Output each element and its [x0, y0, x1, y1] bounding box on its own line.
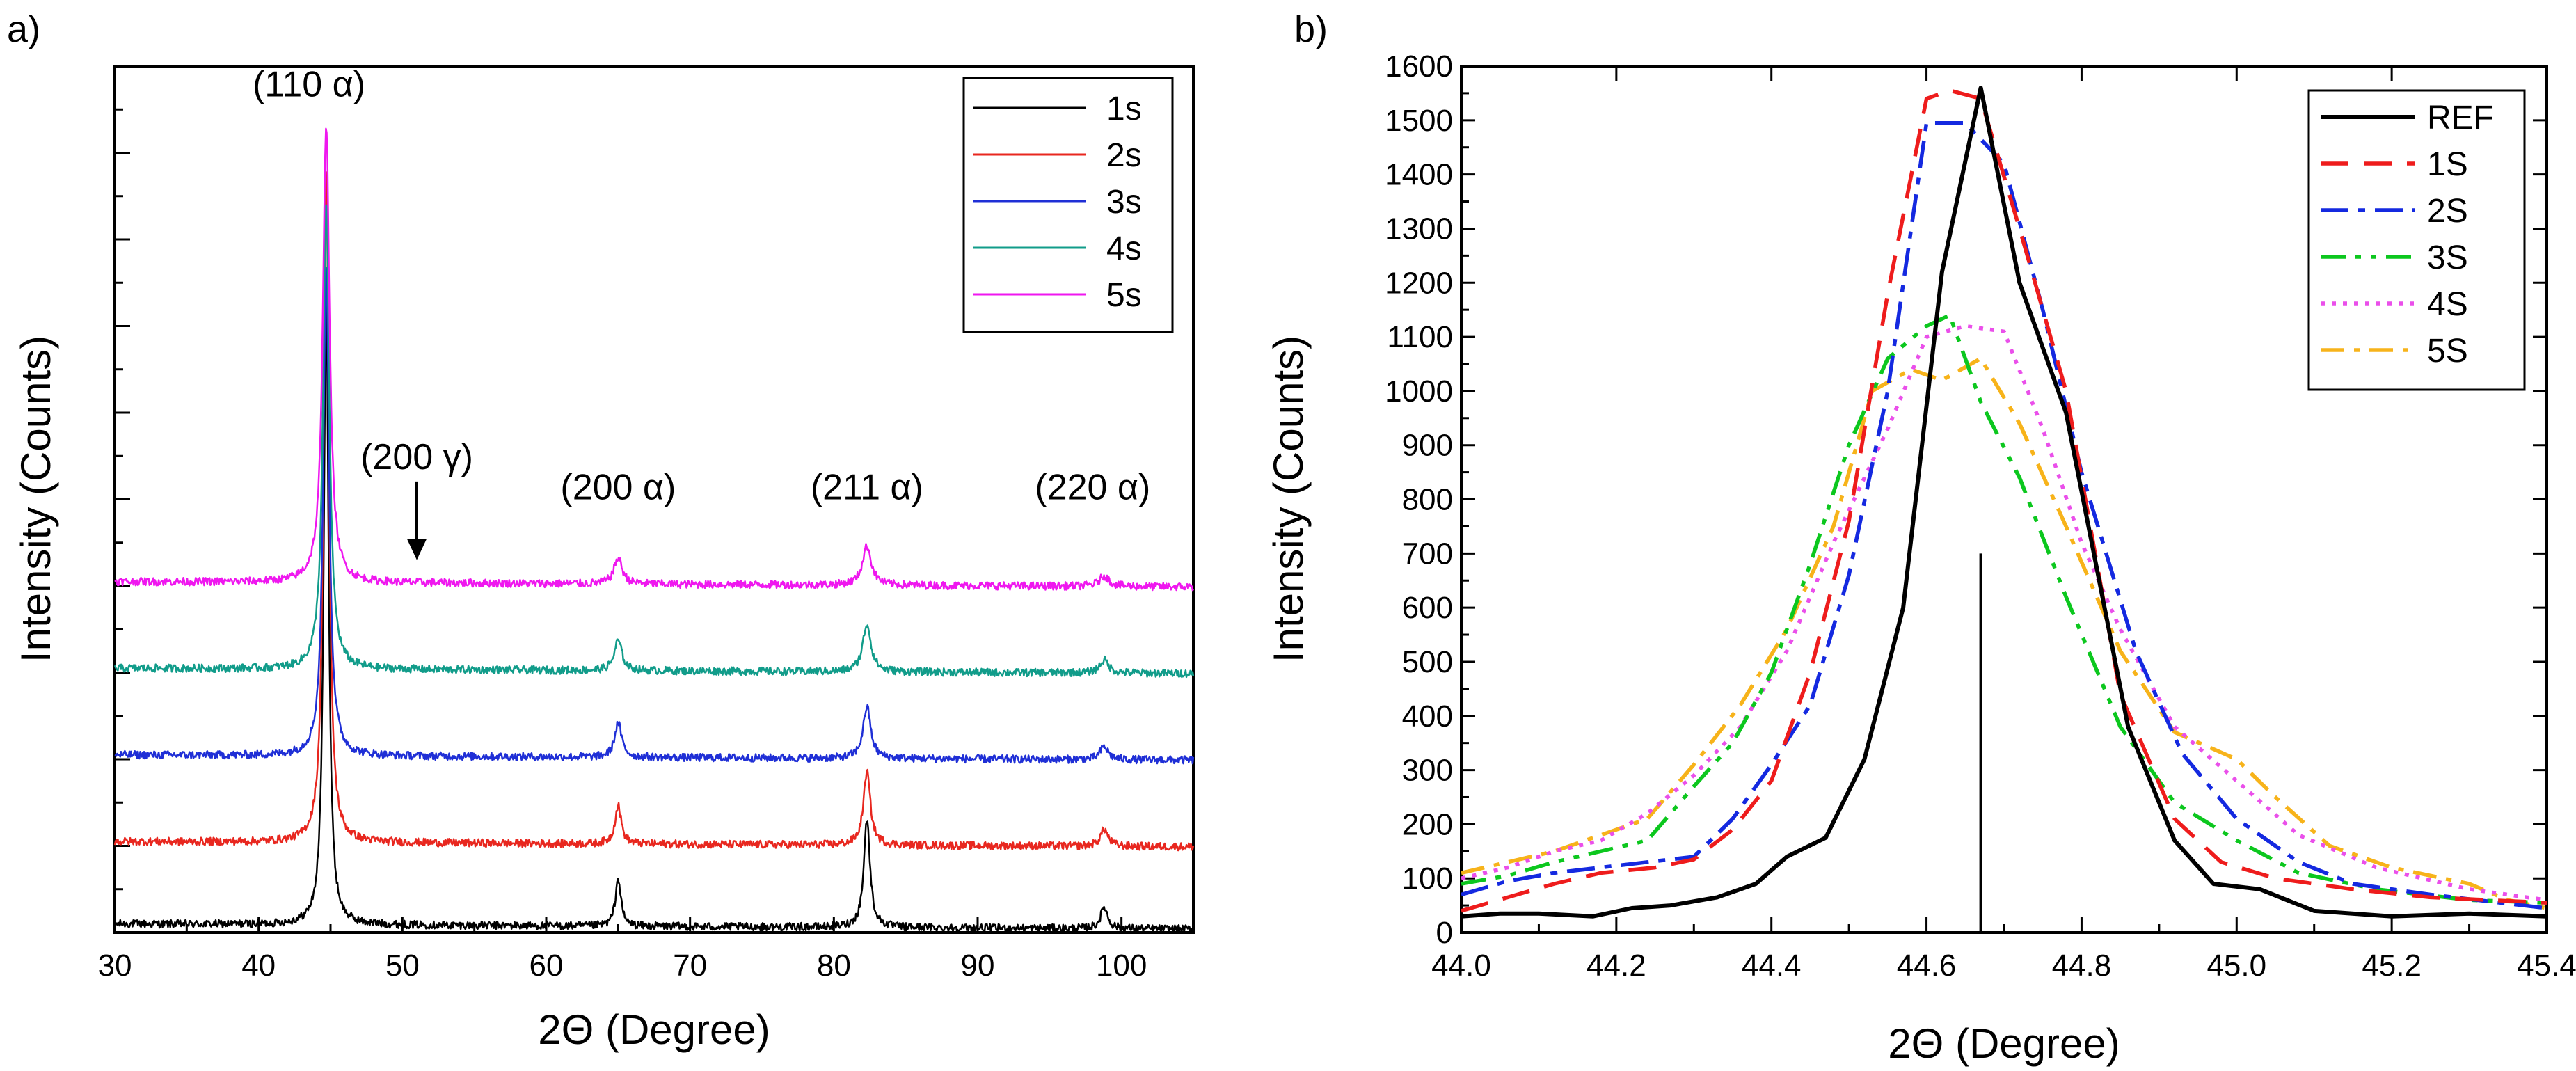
panel-b-x-tick-label: 44.4 [1742, 949, 1802, 983]
panel-b-y-tick-label: 800 [1402, 483, 1453, 517]
panel-a-legend: 1s 2s 3s 4s 5s [962, 77, 1174, 333]
gamma-peak-arrow-head [407, 539, 427, 560]
panel-a-x-tick-label: 50 [385, 949, 420, 983]
panel-a-xrd-overview: a) 30 40 50 60 70 80 90 100 (110 α) (200 γ) (20… [7, 8, 1195, 1053]
panel-a-legend-label: 5s [1106, 277, 1142, 314]
panel-b-y-tick-label: 1100 [1387, 320, 1453, 354]
panel-a-legend-label: 3s [1106, 184, 1142, 221]
panel-b-x-tick-label: 44.0 [1431, 949, 1491, 983]
panel-b-y-tick-label: 300 [1402, 754, 1453, 788]
panel-a-series-lines [113, 127, 1195, 934]
peak-label-200-alpha: (200 α) [560, 468, 676, 508]
panel-b-series-1S [1461, 88, 2547, 913]
peak-label-110-alpha: (110 α) [253, 65, 365, 105]
panel-b-series-3S [1461, 313, 2547, 905]
panel-b-x-tick-label: 44.8 [2052, 949, 2112, 983]
panel-a-x-tick-label: 90 [961, 949, 995, 983]
panel-b-y-tick-label: 0 [1436, 916, 1453, 950]
panel-b-y-axis-title: Intensity (Counts) [1265, 335, 1312, 663]
panel-b-y-tick-label: 200 [1402, 807, 1453, 841]
peak-label-211-alpha: (211 α) [811, 468, 923, 508]
panel-a-series-5s [114, 127, 1194, 592]
panel-b-label: b) [1294, 8, 1328, 50]
panel-a-x-tick-label: 100 [1096, 949, 1147, 983]
panel-b-legend-label: 2S [2427, 193, 2468, 230]
panel-a-x-tick-label: 30 [98, 949, 132, 983]
panel-a-x-tick-label: 40 [241, 949, 276, 983]
panel-b-y-tick-label: 1600 [1385, 49, 1453, 84]
panel-a-x-axis-title: 2Θ (Degree) [538, 1006, 770, 1053]
panel-b-y-tick-label: 1500 [1385, 104, 1453, 138]
panel-a-legend-box [962, 77, 1174, 333]
panel-a-series-4s [113, 204, 1195, 679]
panel-a-legend-label: 1s [1106, 90, 1142, 127]
panel-b-x-tick-label: 45.2 [2362, 949, 2422, 983]
panel-b-series-REF [1461, 86, 2547, 919]
panel-b-legend-label: REF [2427, 100, 2494, 136]
panel-a-x-tick-label: 80 [817, 949, 851, 983]
panel-a-y-ticks [115, 65, 130, 934]
panel-b-x-ticks: 44.0 44.2 44.4 44.6 44.8 45.0 45.2 45.4 [1431, 66, 2576, 983]
peak-label-220-alpha: (220 α) [1035, 468, 1150, 508]
panel-b-x-tick-label: 45.0 [2207, 949, 2266, 983]
panel-b-series-2S [1461, 120, 2547, 910]
panel-b-legend-label: 4S [2427, 286, 2468, 323]
panel-b-legend-label: 1S [2427, 146, 2468, 183]
panel-b-x-tick-label: 45.4 [2517, 949, 2576, 983]
panel-b-y-tick-label: 700 [1402, 537, 1453, 571]
panel-a-peak-annotations: (110 α) (200 γ) (200 α) (211 α) (220 α) [253, 65, 1150, 560]
panel-a-x-tick-label: 70 [673, 949, 707, 983]
panel-a-series-3s [114, 267, 1195, 765]
panel-b-legend-box [2307, 89, 2526, 391]
panel-b-y-tick-label: 500 [1402, 645, 1453, 679]
panel-b-y-tick-label: 1000 [1385, 374, 1453, 408]
panel-b-x-tick-label: 44.6 [1897, 949, 1957, 983]
panel-b-y-tick-label: 100 [1402, 862, 1453, 896]
panel-b-series-4S [1461, 324, 2547, 903]
panel-b-y-tick-label: 1400 [1385, 158, 1453, 192]
panel-b-legend-label: 5S [2427, 333, 2468, 370]
panel-b-y-tick-label: 1200 [1385, 266, 1453, 300]
panel-a-series-1s [113, 301, 1195, 934]
panel-a-legend-label: 2s [1106, 137, 1142, 174]
panel-a-legend-label: 4s [1106, 230, 1142, 267]
panel-a-x-ticks: 30 40 50 60 70 80 90 100 [98, 917, 1147, 983]
panel-a-x-tick-label: 60 [530, 949, 564, 983]
panel-b-y-ticks: 0 100 200 300 400 500 600 700 800 900 1000 1100 1200… [1385, 49, 2547, 950]
panel-a-label: a) [7, 8, 40, 50]
panel-b-y-tick-label: 600 [1402, 591, 1453, 625]
panel-b-y-tick-label: 900 [1402, 429, 1453, 463]
panel-b-x-axis-title: 2Θ (Degree) [1888, 1020, 2120, 1067]
panel-b-series-5S [1461, 356, 2547, 910]
panel-b-legend-label: 3S [2427, 239, 2468, 276]
panel-b-y-tick-label: 1300 [1385, 212, 1453, 246]
panel-b-series-lines [1461, 86, 2547, 919]
panel-b-y-tick-label: 400 [1402, 699, 1453, 733]
peak-label-200-gamma: (200 γ) [360, 437, 473, 477]
panel-b-peak-zoom: b) 0 100 200 300 400 500 600 700 800 900 1000 1100 1… [1265, 8, 2576, 1067]
panel-a-series-2s [113, 170, 1195, 852]
panel-b-legend: REF 1S 2S 3S 4S 5S [2307, 89, 2526, 391]
panel-a-y-axis-title: Intensity (Counts) [13, 335, 59, 663]
panel-b-x-tick-label: 44.2 [1587, 949, 1646, 983]
